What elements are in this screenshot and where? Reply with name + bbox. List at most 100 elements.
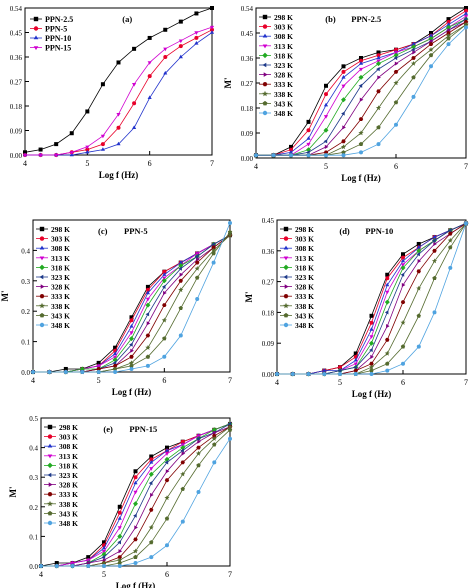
- data-point: [447, 237, 453, 243]
- legend-marker: [262, 52, 268, 59]
- data-point: [149, 540, 154, 545]
- data-point: [194, 265, 200, 271]
- data-point: [323, 150, 329, 155]
- data-point: [145, 287, 150, 292]
- data-point: [85, 147, 90, 152]
- data-point: [393, 80, 399, 86]
- data-point: [213, 430, 217, 435]
- data-point: [100, 82, 105, 87]
- data-point: [210, 6, 214, 10]
- data-point: [129, 354, 134, 359]
- data-point: [340, 144, 347, 150]
- legend-marker: [262, 82, 268, 87]
- data-point: [323, 139, 328, 144]
- data-point: [164, 452, 170, 456]
- data-point: [118, 549, 123, 554]
- legend-marker: [262, 14, 268, 20]
- legend-marker: [47, 462, 53, 469]
- legend-marker: [283, 236, 289, 241]
- data-point: [353, 362, 358, 367]
- x-tick-label: 4: [275, 378, 279, 387]
- data-point: [165, 469, 170, 474]
- data-point: [306, 136, 311, 140]
- y-tick-label: 0.2: [21, 308, 30, 316]
- data-point: [180, 439, 185, 444]
- x-axis-label: Log f (Hz): [352, 389, 392, 399]
- data-point: [129, 336, 134, 342]
- legend-marker: [39, 256, 45, 261]
- y-tick-label: 0.18: [262, 309, 275, 317]
- series-11: [39, 436, 232, 568]
- panel-label: (a): [122, 14, 132, 24]
- data-point: [358, 74, 364, 80]
- data-point: [211, 242, 215, 247]
- data-point: [211, 251, 216, 256]
- data-point: [401, 255, 405, 260]
- legend-entry-label: 333 K: [51, 292, 70, 301]
- x-tick-label: 4: [31, 376, 35, 385]
- data-point: [197, 439, 201, 444]
- data-point: [38, 153, 43, 158]
- data-point: [117, 510, 122, 515]
- legend-entry-label: 308 K: [274, 32, 293, 41]
- data-point: [428, 33, 434, 37]
- y-tick-label: 0.0: [21, 369, 30, 377]
- data-point: [195, 275, 200, 280]
- panel-title: PPN-5: [124, 226, 148, 236]
- data-point: [85, 109, 90, 114]
- data-point: [70, 564, 75, 568]
- data-point: [194, 31, 199, 35]
- x-axis-label: Log f (Hz): [116, 581, 156, 588]
- legend-entry-label: 343 K: [59, 509, 78, 518]
- data-point: [117, 533, 123, 539]
- data-point: [410, 60, 417, 66]
- data-point: [411, 41, 416, 46]
- data-point: [161, 284, 166, 289]
- legend-entry-label: 343 K: [51, 311, 70, 320]
- data-point: [306, 372, 311, 376]
- data-point: [132, 125, 137, 129]
- data-point: [358, 141, 364, 146]
- data-point: [306, 128, 311, 133]
- legend-marker: [262, 44, 268, 49]
- x-tick-label: 5: [102, 570, 106, 579]
- data-point: [370, 354, 374, 359]
- legend-entry-label: 323 K: [59, 471, 78, 480]
- y-tick-label: 0.00: [10, 152, 23, 160]
- data-point: [163, 290, 167, 295]
- y-tick-label: 0.45: [241, 30, 254, 38]
- data-point: [212, 460, 217, 465]
- data-point: [164, 495, 170, 501]
- data-point: [342, 125, 346, 130]
- data-point: [212, 433, 217, 438]
- legend-entry-label: 328 K: [274, 71, 293, 80]
- data-point: [290, 372, 295, 376]
- data-point: [211, 427, 217, 433]
- x-tick-label: 7: [464, 378, 468, 387]
- data-point: [432, 248, 437, 253]
- data-point: [100, 142, 105, 147]
- data-point: [369, 340, 374, 346]
- data-point: [369, 313, 374, 318]
- data-point: [411, 47, 415, 52]
- series-4: [22, 25, 215, 158]
- series-11: [31, 221, 232, 374]
- y-tick-label: 0.00: [262, 371, 275, 379]
- data-point: [179, 272, 184, 277]
- data-point: [337, 368, 342, 373]
- data-point: [178, 260, 183, 264]
- legend-marker: [283, 256, 289, 261]
- data-point: [212, 442, 217, 447]
- data-point: [163, 55, 168, 59]
- panel-title: PPN-2.5: [351, 14, 381, 24]
- data-point: [376, 89, 381, 94]
- data-point: [384, 350, 390, 356]
- data-point: [102, 564, 106, 568]
- legend-entry-label: 298 K: [274, 13, 293, 22]
- data-point: [416, 269, 421, 274]
- data-point: [448, 245, 453, 250]
- data-point: [54, 564, 59, 568]
- data-point: [416, 248, 422, 254]
- panel-label: (d): [339, 226, 350, 236]
- data-point: [63, 366, 68, 371]
